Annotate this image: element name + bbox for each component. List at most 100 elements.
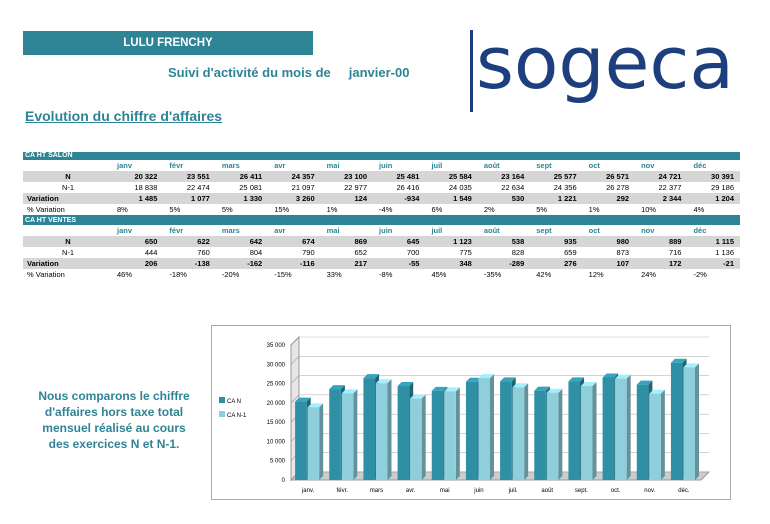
company-name-banner: LULU FRENCHY bbox=[23, 31, 313, 55]
bar-top bbox=[602, 373, 619, 378]
table-title: CA HT SALON bbox=[23, 152, 740, 160]
y-tick-label: 0 bbox=[282, 478, 286, 484]
activity-tables: CA HT SALON janv févr mars avr mai juin juil aoû… bbox=[23, 152, 740, 280]
month-header: janv bbox=[117, 161, 133, 170]
table-cell: 42% bbox=[536, 270, 552, 279]
bar bbox=[410, 398, 422, 480]
bar bbox=[444, 391, 456, 480]
table-cell: 869 bbox=[320, 236, 374, 247]
table-cell: 538 bbox=[477, 236, 531, 247]
table-cell: 20 322 bbox=[111, 171, 164, 182]
table-row: N-1 18 838 22 474 25 081 21 097 22 977 26 416 2… bbox=[23, 182, 740, 193]
month-header: août bbox=[483, 226, 500, 235]
month-header: déc bbox=[693, 161, 707, 170]
sogeca-logo: sogeca bbox=[476, 21, 734, 105]
table-row: Variation 1 485 1 077 1 330 3 260 124 -934 1 54… bbox=[23, 193, 740, 204]
bar bbox=[397, 386, 410, 480]
month-header: févr bbox=[169, 226, 184, 235]
bar-top bbox=[375, 379, 392, 384]
table-cell: 107 bbox=[582, 258, 636, 269]
table-cell: 1 204 bbox=[687, 193, 740, 204]
table-cell: 1 136 bbox=[715, 248, 734, 257]
row-label: N-1 bbox=[61, 183, 75, 192]
table-cell: 24% bbox=[641, 270, 657, 279]
table-cell: 659 bbox=[564, 248, 577, 257]
table-cell: -15% bbox=[274, 270, 292, 279]
table-cell: 889 bbox=[635, 236, 688, 247]
y-tick-label: 30 000 bbox=[267, 362, 286, 368]
bar-top bbox=[500, 377, 516, 382]
table-cell: 24 721 bbox=[635, 171, 688, 182]
table-cell: 276 bbox=[530, 258, 583, 269]
bar-top bbox=[636, 380, 653, 385]
bar bbox=[295, 401, 307, 480]
bar-side bbox=[626, 374, 631, 480]
report-month: janvier-00 bbox=[348, 65, 410, 80]
table-cell: 124 bbox=[320, 193, 374, 204]
table-cell: 1 115 bbox=[687, 236, 740, 247]
caption-line: Nous comparons le chiffre bbox=[38, 389, 190, 403]
table-cell: 22 634 bbox=[501, 183, 525, 192]
x-tick-label: août bbox=[541, 488, 553, 494]
table-cell: 642 bbox=[215, 236, 269, 247]
table-cell: 217 bbox=[320, 258, 374, 269]
month-header: oct bbox=[588, 161, 600, 170]
bar bbox=[512, 387, 525, 480]
bar bbox=[636, 384, 649, 480]
bar-top bbox=[410, 394, 426, 399]
y-tick-label: 20 000 bbox=[267, 401, 286, 407]
gridline-depth bbox=[290, 336, 300, 346]
table-cell: 30 391 bbox=[687, 171, 740, 182]
table-separator bbox=[23, 215, 740, 217]
bar bbox=[431, 390, 444, 480]
bar bbox=[478, 378, 491, 480]
month-header: juin bbox=[379, 161, 393, 170]
bar bbox=[568, 381, 581, 480]
month-header: oct bbox=[588, 226, 600, 235]
month-header: mai bbox=[326, 226, 340, 235]
month-header: avr bbox=[274, 161, 286, 170]
header-cell bbox=[23, 225, 111, 236]
table-header-row: janv févr mars avr mai juin juil août sept oct nov… bbox=[23, 225, 740, 236]
bar bbox=[375, 383, 388, 480]
bar bbox=[329, 389, 341, 480]
table-cell: 206 bbox=[111, 258, 164, 269]
table-cell: 1% bbox=[326, 205, 338, 214]
month-header: janv bbox=[117, 226, 133, 235]
bar bbox=[534, 390, 546, 480]
y-tick-label: 35 000 bbox=[267, 343, 286, 349]
table-cell: 46% bbox=[117, 270, 133, 279]
table-cell: 25 577 bbox=[530, 171, 583, 182]
table-cell: 716 bbox=[668, 248, 682, 257]
gridline-depth bbox=[290, 356, 300, 365]
bar-side bbox=[695, 363, 700, 480]
table-cell: 1 077 bbox=[163, 193, 216, 204]
month-header: mars bbox=[221, 226, 240, 235]
bar-top bbox=[363, 374, 380, 379]
table-cell: 4% bbox=[693, 205, 705, 214]
table-cell: 22 474 bbox=[186, 183, 210, 192]
bar-top bbox=[683, 363, 700, 368]
row-label: % Variation bbox=[27, 205, 65, 214]
table-cell: -8% bbox=[379, 270, 393, 279]
month-header: févr bbox=[169, 161, 184, 170]
table-cell: -116 bbox=[268, 258, 321, 269]
bar bbox=[670, 362, 683, 480]
table-row: N 20 322 23 551 26 411 24 357 23 100 25 481 25 … bbox=[23, 171, 740, 182]
month-header: nov bbox=[641, 226, 655, 235]
month-header: juil bbox=[431, 226, 443, 235]
table-cell: 804 bbox=[249, 248, 263, 257]
header-cell bbox=[23, 160, 111, 171]
table-cell: 25 584 bbox=[425, 171, 478, 182]
table-cell: 25 081 bbox=[239, 183, 263, 192]
logo-text: sogeca bbox=[476, 21, 734, 105]
table-row: % Variation 8% 5% 5% 15% 1% -4% 6% 2% 5% 1% 10% 4% bbox=[23, 204, 740, 215]
table-cell: 1 330 bbox=[215, 193, 269, 204]
bar bbox=[615, 378, 627, 480]
bar bbox=[307, 407, 320, 480]
gridline-depth bbox=[290, 394, 300, 404]
x-tick-label: oct. bbox=[611, 488, 621, 494]
bar bbox=[341, 393, 354, 480]
table-cell: 23 164 bbox=[477, 171, 531, 182]
table-cell: 348 bbox=[425, 258, 478, 269]
